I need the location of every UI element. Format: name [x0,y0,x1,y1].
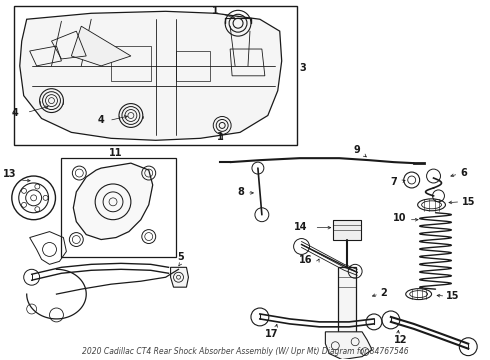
Bar [14,6,296,145]
Text: 9: 9 [354,145,361,155]
Text: 1: 1 [212,6,219,16]
Text: 7: 7 [390,177,397,187]
Polygon shape [72,26,131,66]
Text: 1: 1 [217,132,223,142]
Text: 2020 Cadillac CT4 Rear Shock Absorber Assembly (W/ Upr Mt) Diagram for 84767546: 2020 Cadillac CT4 Rear Shock Absorber As… [82,347,408,356]
Text: 12: 12 [394,335,407,345]
Text: 14: 14 [294,222,308,231]
Bar [333,220,361,239]
Text: 8: 8 [237,187,244,197]
Text: 15: 15 [462,197,476,207]
Bar [338,267,356,332]
Text: 4: 4 [98,116,104,126]
Text: 17: 17 [265,329,278,339]
Bar [175,51,210,81]
Text: 11: 11 [109,148,123,158]
Text: 10: 10 [393,213,407,223]
Text: 5: 5 [177,252,184,262]
Polygon shape [74,163,153,239]
Polygon shape [325,332,372,360]
Bar [111,46,151,81]
Text: 15: 15 [446,291,460,301]
Polygon shape [20,11,282,140]
Text: 3: 3 [299,63,306,73]
Text: 6: 6 [460,168,467,178]
Bar [61,158,175,257]
Text: 4: 4 [11,108,18,117]
Text: 2: 2 [380,288,387,298]
Text: 16: 16 [299,255,313,265]
Text: 13: 13 [3,169,17,179]
Polygon shape [171,267,189,287]
